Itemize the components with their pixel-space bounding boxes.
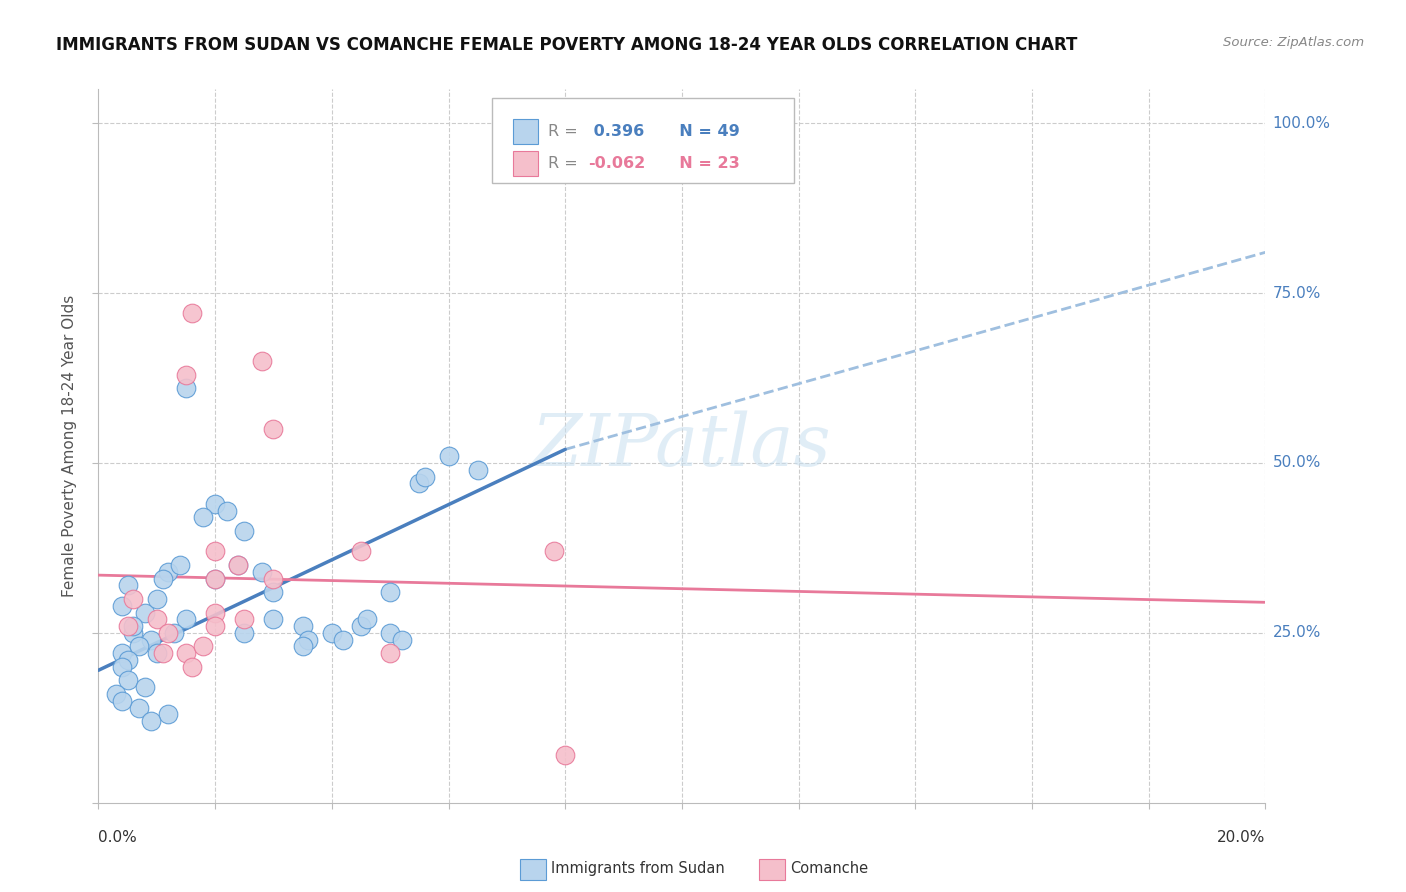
Point <box>146 612 169 626</box>
Point <box>250 565 273 579</box>
Text: -0.062: -0.062 <box>588 156 645 170</box>
Text: 100.0%: 100.0% <box>1272 116 1330 131</box>
Point <box>250 354 273 368</box>
Text: 0.396: 0.396 <box>588 124 644 139</box>
Text: 50.0%: 50.0% <box>1272 456 1320 470</box>
Text: N = 23: N = 23 <box>668 156 740 170</box>
Point <box>128 640 150 654</box>
Text: 0.0%: 0.0% <box>98 830 138 845</box>
Point <box>262 585 284 599</box>
Text: R =: R = <box>548 156 578 170</box>
Point <box>134 680 156 694</box>
Point <box>117 619 139 633</box>
Point <box>122 619 145 633</box>
Point <box>193 640 215 654</box>
Text: R =: R = <box>548 124 583 139</box>
Point <box>262 422 284 436</box>
Point <box>111 694 134 708</box>
Point <box>117 653 139 667</box>
Point <box>174 612 197 626</box>
Point <box>157 626 180 640</box>
Point <box>291 640 314 654</box>
Point <box>139 714 162 729</box>
Point <box>169 558 191 572</box>
Point <box>204 606 226 620</box>
Point <box>321 626 343 640</box>
Text: 25.0%: 25.0% <box>1272 625 1320 640</box>
Point <box>117 578 139 592</box>
Point <box>122 591 145 606</box>
Point <box>233 612 256 626</box>
Point <box>262 572 284 586</box>
Y-axis label: Female Poverty Among 18-24 Year Olds: Female Poverty Among 18-24 Year Olds <box>62 295 77 597</box>
Point <box>350 619 373 633</box>
Text: ZIPatlas: ZIPatlas <box>531 410 832 482</box>
Point <box>163 626 186 640</box>
Point <box>332 632 354 647</box>
Point <box>111 599 134 613</box>
Text: 20.0%: 20.0% <box>1218 830 1265 845</box>
Text: N = 49: N = 49 <box>668 124 740 139</box>
Point <box>146 646 169 660</box>
Point <box>408 476 430 491</box>
Point <box>350 544 373 558</box>
Point <box>554 748 576 763</box>
Point <box>215 503 238 517</box>
Point <box>193 510 215 524</box>
Text: IMMIGRANTS FROM SUDAN VS COMANCHE FEMALE POVERTY AMONG 18-24 YEAR OLDS CORRELATI: IMMIGRANTS FROM SUDAN VS COMANCHE FEMALE… <box>56 36 1077 54</box>
Point <box>111 646 134 660</box>
Point <box>467 463 489 477</box>
Point <box>180 660 202 674</box>
Point <box>152 646 174 660</box>
Point <box>204 572 226 586</box>
Point <box>297 632 319 647</box>
Point <box>291 619 314 633</box>
Point <box>157 565 180 579</box>
Point <box>228 558 250 572</box>
Text: Comanche: Comanche <box>790 862 869 876</box>
Point <box>174 368 197 382</box>
Point <box>262 612 284 626</box>
Point <box>174 381 197 395</box>
Point <box>174 646 197 660</box>
Point <box>204 497 226 511</box>
Text: Immigrants from Sudan: Immigrants from Sudan <box>551 862 725 876</box>
Point <box>134 606 156 620</box>
Point <box>180 306 202 320</box>
Point <box>157 707 180 722</box>
Point <box>139 632 162 647</box>
Point <box>437 449 460 463</box>
Point <box>104 687 127 701</box>
Point <box>378 646 402 660</box>
Point <box>111 660 134 674</box>
Text: 75.0%: 75.0% <box>1272 285 1320 301</box>
Point <box>543 544 565 558</box>
Point <box>204 544 226 558</box>
Point <box>204 619 226 633</box>
Point <box>152 572 174 586</box>
Point <box>391 632 413 647</box>
Point <box>378 585 402 599</box>
Point <box>128 700 150 714</box>
Point <box>146 591 169 606</box>
Text: Source: ZipAtlas.com: Source: ZipAtlas.com <box>1223 36 1364 49</box>
Point <box>204 572 226 586</box>
Point <box>122 626 145 640</box>
Point <box>233 524 256 538</box>
Point <box>378 626 402 640</box>
Point <box>228 558 250 572</box>
Point <box>117 673 139 688</box>
Point <box>356 612 378 626</box>
Point <box>413 469 436 483</box>
Point <box>233 626 256 640</box>
